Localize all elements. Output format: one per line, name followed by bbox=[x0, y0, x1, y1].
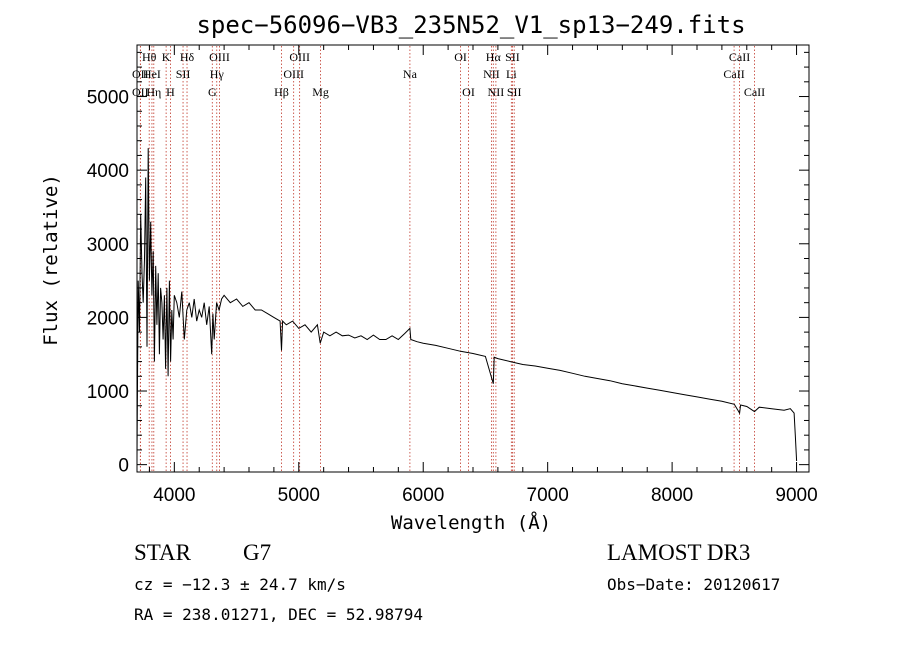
y-tick-label: 2000 bbox=[87, 308, 129, 329]
spectral-line-label: Na bbox=[403, 67, 418, 81]
spectrum-line bbox=[136, 148, 798, 462]
y-tick-label: 0 bbox=[118, 456, 129, 477]
redshift-text: cz = −12.3 ± 24.7 km/s bbox=[134, 575, 346, 594]
x-tick-label: 9000 bbox=[775, 485, 817, 506]
y-tick-label: 3000 bbox=[87, 235, 129, 256]
spectral-line-label: OI bbox=[462, 85, 475, 99]
spectral-line-label: Hβ bbox=[274, 85, 289, 99]
spectral-line-label: OIII bbox=[283, 67, 304, 81]
spectral-line-label: G bbox=[208, 85, 217, 99]
spectral-line-label: Hη bbox=[146, 85, 161, 99]
x-axis-title: Wavelength (Å) bbox=[391, 511, 551, 534]
spectral-line-label: CaII bbox=[744, 85, 765, 99]
spectral-line-label: Hθ bbox=[142, 50, 157, 64]
spectral-line-label: SII bbox=[505, 50, 520, 64]
y-tick-label: 1000 bbox=[87, 382, 129, 403]
spectral-line-label: HeI bbox=[143, 67, 161, 81]
x-tick-label: 6000 bbox=[402, 485, 444, 506]
coordinates-text: RA = 238.01271, DEC = 52.98794 bbox=[134, 605, 423, 624]
spectral-line-markers bbox=[139, 46, 755, 472]
y-tick-label: 5000 bbox=[87, 88, 129, 109]
spectral-line-label: Hα bbox=[486, 50, 502, 64]
obs-date-text: Obs−Date: 20120617 bbox=[607, 575, 780, 594]
survey-name: LAMOST DR3 bbox=[607, 540, 750, 565]
spectral-line-label: CaII bbox=[729, 50, 750, 64]
spectral-line-label: Mg bbox=[312, 85, 329, 99]
spectral-line-label: OI bbox=[454, 50, 467, 64]
object-class: STAR bbox=[134, 540, 192, 565]
spectral-line-label: NII bbox=[488, 85, 505, 99]
x-tick-label: 7000 bbox=[527, 485, 569, 506]
spectral-line-label: Hδ bbox=[180, 50, 195, 64]
spectral-line-label: OIII bbox=[289, 50, 310, 64]
subclass: G7 bbox=[243, 540, 271, 565]
spectral-line-label: NII bbox=[483, 67, 500, 81]
x-tick-label: 8000 bbox=[651, 485, 693, 506]
x-axis-ticks: 4000 5000 6000 7000 8000 9000 bbox=[148, 45, 818, 506]
y-axis-title: Flux (relative) bbox=[40, 174, 62, 346]
spectral-line-label: H bbox=[166, 85, 175, 99]
spectral-line-label: CaII bbox=[723, 67, 744, 81]
spectral-line-label: OII bbox=[132, 67, 149, 81]
spectral-line-label: OIII bbox=[209, 50, 230, 64]
plot-frame bbox=[136, 44, 810, 473]
y-tick-label: 4000 bbox=[87, 161, 129, 182]
spectral-line-label: OII bbox=[132, 85, 149, 99]
y-axis-ticks: 0 1000 2000 3000 4000 5000 bbox=[87, 51, 809, 477]
chart-title: spec−56096−VB3_235N52_V1_sp13−249.fits bbox=[196, 11, 745, 39]
spectral-line-label: Li bbox=[506, 67, 517, 81]
x-tick-label: 4000 bbox=[153, 485, 195, 506]
spectral-line-label: K bbox=[162, 50, 171, 64]
spectral-line-label: SII bbox=[507, 85, 522, 99]
x-tick-label: 5000 bbox=[278, 485, 320, 506]
spectral-line-label: Hγ bbox=[210, 67, 225, 81]
spectral-line-label: SII bbox=[176, 67, 191, 81]
